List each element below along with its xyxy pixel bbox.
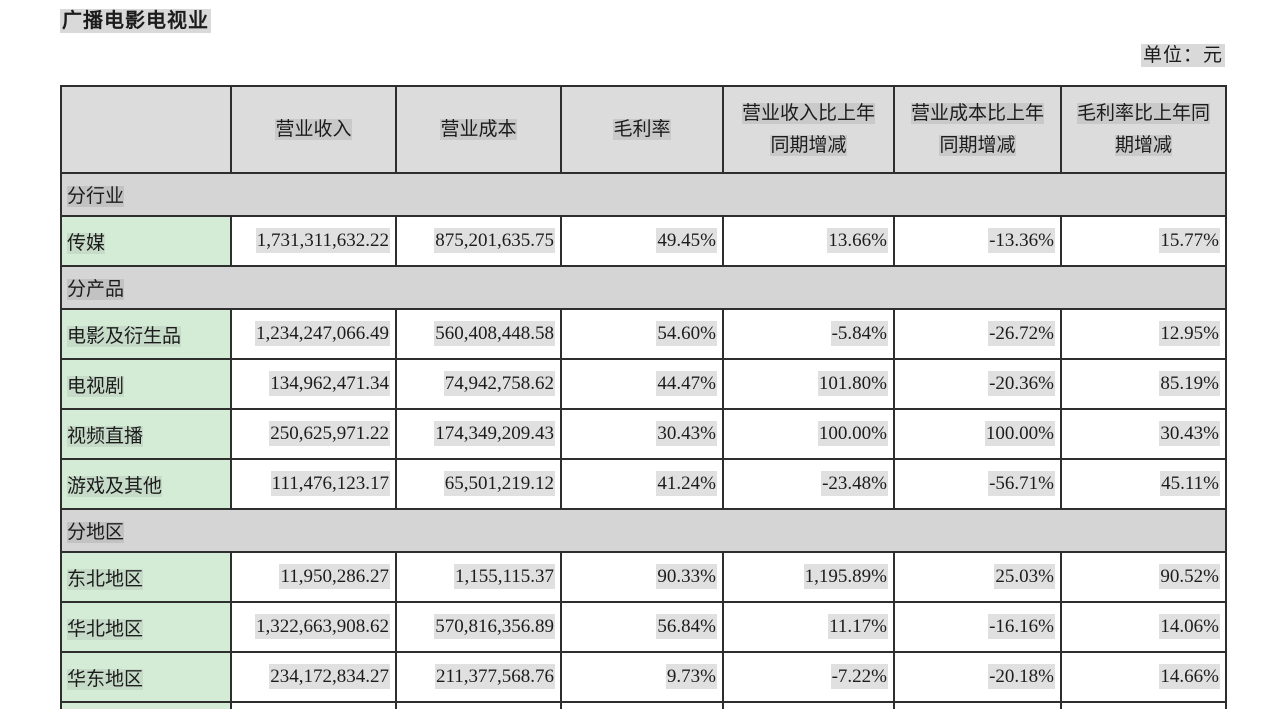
header-cell-revenue-yoy: 营业收入比上年同期增减: [722, 85, 895, 174]
row-label-cell: 电视剧: [60, 358, 232, 410]
revenue-cell: 11,950,286.27: [230, 551, 397, 603]
cost-cell: 875,201,635.75: [395, 215, 562, 267]
revenue-yoy-cell: 100.00%: [722, 408, 895, 460]
revenue-cell: 111,476,123.17: [230, 458, 397, 510]
gross-margin-yoy-cell: 30.43%: [1060, 408, 1227, 460]
revenue-yoy-cell: 11.17%: [722, 601, 895, 653]
gross-margin-cell: 49.45%: [560, 215, 724, 267]
cost-yoy-cell: -26.72%: [893, 308, 1062, 360]
revenue-yoy-cell: 13.66%: [722, 215, 895, 267]
gross-margin-yoy-cell: 85.19%: [1060, 358, 1227, 410]
revenue-cell: 1,731,311,632.22: [230, 215, 397, 267]
revenue-cell: 134,962,471.34: [230, 358, 397, 410]
row-label-cell: 华东地区: [60, 651, 232, 703]
gross-margin-yoy-cell: 14.06%: [1060, 601, 1227, 653]
page-title: 广播电影电视业: [60, 4, 211, 33]
gross-margin-yoy-cell: 90.52%: [1060, 551, 1227, 603]
gross-margin-cell: 30.43%: [560, 408, 724, 460]
section-row-by-industry: 分行业: [60, 172, 1227, 217]
cost-yoy-cell: -20.36%: [893, 358, 1062, 410]
table-row-media: 传媒 1,731,311,632.22 875,201,635.75 49.45…: [60, 215, 1227, 267]
cost-cell: 65,501,219.12: [395, 458, 562, 510]
unit-label: 单位：元: [1140, 40, 1225, 67]
header-cell-gross-margin-yoy: 毛利率比上年同期增减: [1060, 85, 1227, 174]
revenue-yoy-cell: 1,195.89%: [722, 551, 895, 603]
revenue-yoy-cell: -23.48%: [722, 458, 895, 510]
cost-yoy-cell: -13.36%: [893, 215, 1062, 267]
cost-cell: 570,816,356.89: [395, 601, 562, 653]
table-row-tv-series: 电视剧 134,962,471.34 74,942,758.62 44.47% …: [60, 358, 1227, 410]
gross-margin-cell: 9.73%: [560, 651, 724, 703]
gross-margin-yoy-cell: 12.95%: [1060, 308, 1227, 360]
table-row-partial: [60, 701, 1227, 709]
section-row-by-product: 分产品: [60, 265, 1227, 310]
table-row-east-china: 华东地区 234,172,834.27 211,377,568.76 9.73%…: [60, 651, 1227, 703]
table-row-northeast: 东北地区 11,950,286.27 1,155,115.37 90.33% 1…: [60, 551, 1227, 603]
page-title-text: 广播电影电视业: [60, 9, 211, 33]
row-label-cell: [60, 701, 232, 709]
gross-margin-cell: 90.33%: [560, 551, 724, 603]
row-label-cell: 游戏及其他: [60, 458, 232, 510]
cost-yoy-cell: -20.18%: [893, 651, 1062, 703]
unit-label-text: 单位：元: [1140, 44, 1225, 67]
table-row-north-china: 华北地区 1,322,663,908.62 570,816,356.89 56.…: [60, 601, 1227, 653]
header-cell-gross-margin: 毛利率: [560, 85, 724, 174]
gross-margin-cell: 44.47%: [560, 358, 724, 410]
row-label-cell: 传媒: [60, 215, 232, 267]
revenue-cell: 1,234,247,066.49: [230, 308, 397, 360]
header-cell-cost: 营业成本: [395, 85, 562, 174]
table-row-games-other: 游戏及其他 111,476,123.17 65,501,219.12 41.24…: [60, 458, 1227, 510]
revenue-cell: 250,625,971.22: [230, 408, 397, 460]
row-label-cell: 视频直播: [60, 408, 232, 460]
row-label-cell: 东北地区: [60, 551, 232, 603]
gross-margin-cell: 56.84%: [560, 601, 724, 653]
header-cell-cost-yoy: 营业成本比上年同期增减: [893, 85, 1062, 174]
financial-table: 营业收入 营业成本 毛利率 营业收入比上年同期增减 营业成本比上年同期增减 毛利…: [60, 85, 1227, 709]
revenue-cell: 234,172,834.27: [230, 651, 397, 703]
gross-margin-cell: 54.60%: [560, 308, 724, 360]
table-header-row: 营业收入 营业成本 毛利率 营业收入比上年同期增减 营业成本比上年同期增减 毛利…: [60, 85, 1227, 174]
table-row-video-live: 视频直播 250,625,971.22 174,349,209.43 30.43…: [60, 408, 1227, 460]
row-label-cell: 华北地区: [60, 601, 232, 653]
header-cell-blank: [60, 85, 232, 174]
table-row-film-derivatives: 电影及衍生品 1,234,247,066.49 560,408,448.58 5…: [60, 308, 1227, 360]
revenue-yoy-cell: -5.84%: [722, 308, 895, 360]
section-label-cell: 分产品: [60, 265, 1227, 310]
cost-yoy-cell: 25.03%: [893, 551, 1062, 603]
revenue-yoy-cell: 101.80%: [722, 358, 895, 410]
section-label-cell: 分地区: [60, 508, 1227, 553]
cost-cell: 211,377,568.76: [395, 651, 562, 703]
row-label-cell: 电影及衍生品: [60, 308, 232, 360]
revenue-cell: 1,322,663,908.62: [230, 601, 397, 653]
section-row-by-region: 分地区: [60, 508, 1227, 553]
cost-cell: 174,349,209.43: [395, 408, 562, 460]
cost-yoy-cell: -16.16%: [893, 601, 1062, 653]
revenue-yoy-cell: -7.22%: [722, 651, 895, 703]
cost-cell: 560,408,448.58: [395, 308, 562, 360]
header-cell-revenue: 营业收入: [230, 85, 397, 174]
cost-cell: 1,155,115.37: [395, 551, 562, 603]
cost-yoy-cell: -56.71%: [893, 458, 1062, 510]
gross-margin-yoy-cell: 14.66%: [1060, 651, 1227, 703]
gross-margin-yoy-cell: 15.77%: [1060, 215, 1227, 267]
cost-yoy-cell: 100.00%: [893, 408, 1062, 460]
section-label-cell: 分行业: [60, 172, 1227, 217]
gross-margin-yoy-cell: 45.11%: [1060, 458, 1227, 510]
gross-margin-cell: 41.24%: [560, 458, 724, 510]
cost-cell: 74,942,758.62: [395, 358, 562, 410]
